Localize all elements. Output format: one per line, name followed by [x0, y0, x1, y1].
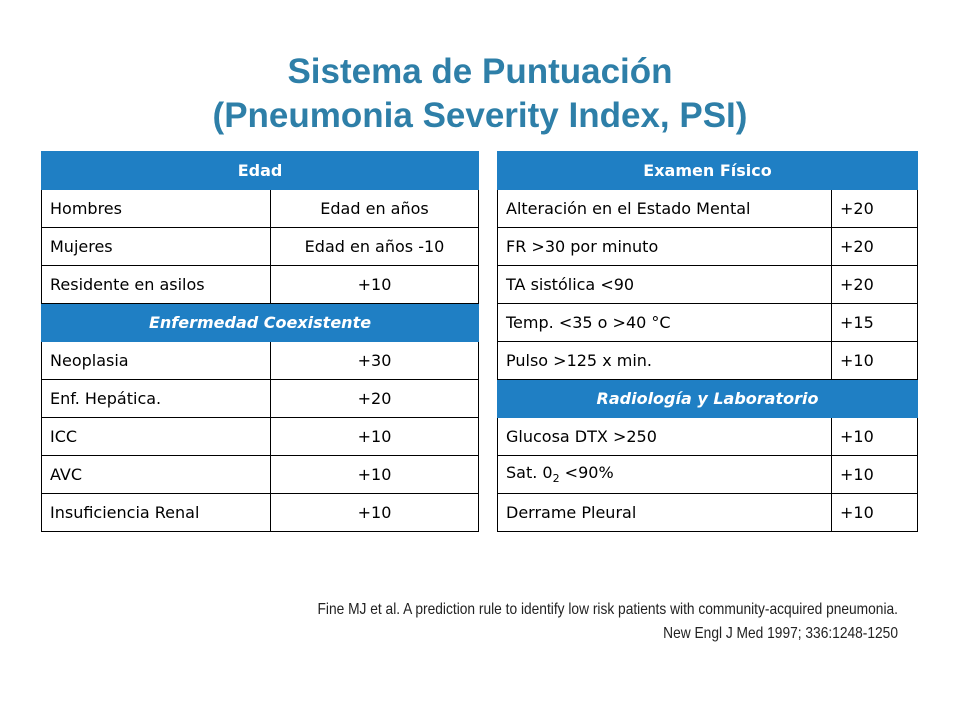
table-row: Derrame Pleural +10: [497, 493, 918, 532]
table-row: Glucosa DTX >250 +10: [497, 417, 918, 456]
table-row: Sat. 02 <90% +10: [497, 455, 918, 494]
row-value: +20: [831, 265, 918, 304]
row-value: +10: [831, 417, 918, 456]
table-header-row: Examen Físico: [497, 151, 918, 190]
row-label: Alteración en el Estado Mental: [497, 189, 832, 228]
row-label: TA sistólica <90: [497, 265, 832, 304]
row-value: Edad en años -10: [269, 227, 480, 266]
table-row: Mujeres Edad en años -10: [41, 227, 480, 266]
reference-citation: Fine MJ et al. A prediction rule to iden…: [318, 598, 898, 646]
physical-exam-header: Examen Físico: [497, 151, 918, 190]
row-label: Derrame Pleural: [497, 493, 832, 532]
row-value: +20: [269, 379, 480, 418]
row-label: AVC: [41, 455, 271, 494]
row-label: Residente en asilos: [41, 265, 271, 304]
reference-line-2: New Engl J Med 1997; 336:1248-1250: [663, 625, 898, 642]
table-row: Insuficiencia Renal +10: [41, 493, 480, 532]
row-label: Neoplasia: [41, 341, 271, 380]
label-part: Sat. 0: [506, 463, 553, 483]
table-header-row: Enfermedad Coexistente: [40, 303, 480, 342]
right-score-table: Examen Físico Alteración en el Estado Me…: [497, 151, 918, 532]
row-value: +10: [269, 417, 480, 456]
title-line-2: (Pneumonia Severity Index, PSI): [212, 96, 748, 135]
row-value: +10: [831, 455, 918, 494]
label-part: <90%: [559, 463, 614, 483]
row-value: +20: [831, 189, 918, 228]
reference-line-1: Fine MJ et al. A prediction rule to iden…: [317, 601, 898, 618]
row-value: +30: [269, 341, 480, 380]
table-row: FR >30 por minuto +20: [497, 227, 918, 266]
table-row: Enf. Hepática. +20: [41, 379, 480, 418]
row-label: Enf. Hepática.: [41, 379, 271, 418]
row-label: Hombres: [41, 189, 271, 228]
row-value: Edad en años: [269, 189, 480, 228]
row-value: +10: [269, 455, 480, 494]
row-value: +10: [831, 341, 918, 380]
coexistent-disease-header: Enfermedad Coexistente: [40, 303, 480, 342]
edad-header: Edad: [40, 151, 480, 190]
table-row: TA sistólica <90 +20: [497, 265, 918, 304]
table-row: Alteración en el Estado Mental +20: [497, 189, 918, 228]
subscript: 2: [552, 472, 560, 486]
table-row: Residente en asilos +10: [41, 265, 480, 304]
row-label: ICC: [41, 417, 271, 456]
table-row: AVC +10: [41, 455, 480, 494]
row-label: Insuficiencia Renal: [41, 493, 271, 532]
table-row: Hombres Edad en años: [41, 189, 480, 228]
row-label: Mujeres: [41, 227, 271, 266]
row-label: Glucosa DTX >250: [497, 417, 832, 456]
row-value: +10: [831, 493, 918, 532]
slide-title: Sistema de Puntuación (Pneumonia Severit…: [0, 50, 960, 138]
row-value: +10: [269, 493, 480, 532]
row-value: +15: [831, 303, 918, 342]
table-row: Neoplasia +30: [41, 341, 480, 380]
row-value: +10: [269, 265, 480, 304]
row-label: Sat. 02 <90%: [497, 455, 832, 494]
row-label: Temp. <35 o >40 °C: [497, 303, 832, 342]
left-score-table: Edad Hombres Edad en años Mujeres Edad e…: [40, 151, 480, 532]
table-row: Pulso >125 x min. +10: [497, 341, 918, 380]
row-label: FR >30 por minuto: [497, 227, 832, 266]
table-row: ICC +10: [41, 417, 480, 456]
table-row: Temp. <35 o >40 °C +15: [497, 303, 918, 342]
table-header-row: Edad: [40, 151, 480, 190]
row-value: +20: [831, 227, 918, 266]
radiology-lab-header: Radiología y Laboratorio: [497, 379, 918, 418]
table-header-row: Radiología y Laboratorio: [497, 379, 918, 418]
title-line-1: Sistema de Puntuación: [287, 52, 673, 91]
row-label: Pulso >125 x min.: [497, 341, 832, 380]
